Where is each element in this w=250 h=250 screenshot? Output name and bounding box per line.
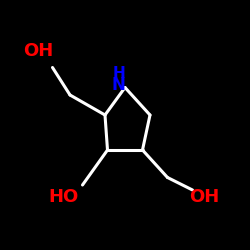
- Text: OH: OH: [24, 42, 54, 60]
- Text: N: N: [112, 76, 126, 94]
- Text: HO: HO: [48, 188, 79, 206]
- Text: OH: OH: [189, 188, 219, 206]
- Text: H: H: [112, 66, 125, 81]
